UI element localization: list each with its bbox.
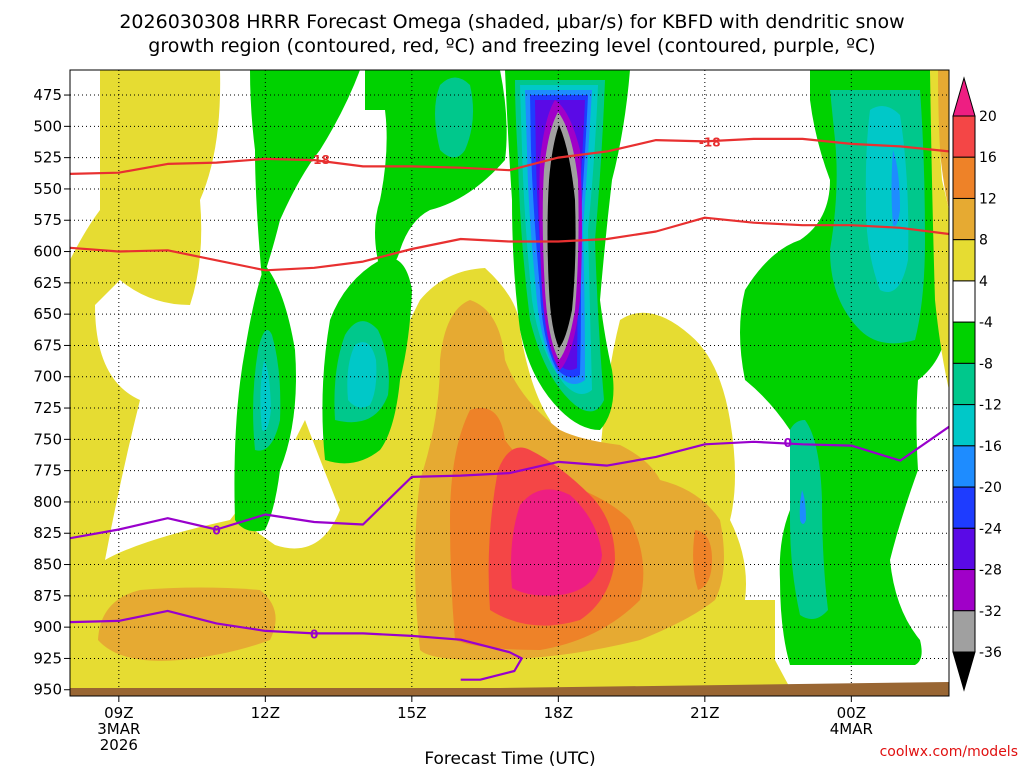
colorbar-bin — [952, 404, 976, 447]
x-tick-label: 18Z — [544, 704, 573, 722]
credit-text: coolwx.com/models — [880, 744, 1018, 760]
y-tick-label: 650 — [33, 305, 62, 323]
omega-fill-neg-12-a — [260, 360, 271, 431]
colorbar-label: 8 — [979, 233, 988, 249]
x-tick-label: 00Z — [837, 704, 866, 722]
x-tick-label: 4MAR — [830, 720, 873, 738]
contour-line — [70, 425, 949, 540]
omega-fill-neg-12-east — [865, 106, 909, 292]
colorbar-bin — [952, 321, 976, 364]
y-tick-label: 500 — [33, 117, 62, 135]
contour-labels: -18 -18 0 0 0 — [212, 135, 792, 641]
y-tick-label: 725 — [33, 399, 62, 417]
y-tick-label: 625 — [33, 274, 62, 292]
contour-label: 0 — [784, 436, 792, 450]
y-tick-label: 700 — [33, 368, 62, 386]
colorbar-bin — [952, 280, 976, 323]
omega-fill-pos-20 — [511, 489, 602, 596]
omega-fill-neg-16-east — [891, 150, 900, 226]
y-tick-label: 825 — [33, 524, 62, 542]
colorbar-label: -36 — [979, 645, 1002, 661]
colorbar-bin — [952, 651, 976, 692]
y-tick-label: 875 — [33, 587, 62, 605]
contour-label: -18 — [699, 135, 721, 149]
x-tick-label: 12Z — [251, 704, 280, 722]
y-tick-label: 950 — [33, 681, 62, 699]
omega-fill-neg-16-east2 — [799, 490, 806, 524]
omega-fill-pos-8-west — [98, 587, 276, 661]
colorbar-label: 4 — [979, 274, 988, 290]
y-tick-label: 900 — [33, 618, 62, 636]
contour-line — [70, 609, 523, 681]
x-tick-label: 3MAR — [97, 720, 140, 738]
omega-fill-edge-right — [938, 70, 949, 210]
colorbar-bin — [952, 156, 976, 199]
colorbar-bin — [952, 445, 976, 488]
contour-label: 0 — [212, 523, 220, 537]
y-axis: 475 500 525 550 575 600 625 650 675 700 725 750 775 8… — [33, 86, 70, 699]
contour-label: 0 — [310, 627, 318, 641]
x-tick-label: 09Z — [104, 704, 133, 722]
plot-frame — [69, 69, 950, 697]
chart-title-line2: growth region (contoured, red, ºC) and f… — [148, 35, 875, 57]
omega-fill-neg-8-c — [435, 77, 474, 158]
colorbar-label: 16 — [979, 150, 997, 166]
colorbar-label: -8 — [979, 356, 993, 372]
x-tick-label: 21Z — [690, 704, 719, 722]
x-tick-label: 2026 — [100, 736, 138, 754]
colorbar-label: -4 — [979, 315, 993, 331]
y-tick-label: 675 — [33, 336, 62, 354]
colorbar-label: -32 — [979, 604, 1002, 620]
y-tick-label: 925 — [33, 649, 62, 667]
colorbar-bin — [952, 76, 976, 117]
omega-fill-neg-8-east2 — [790, 420, 828, 619]
contour-line — [70, 216, 949, 272]
colorbar-bin — [952, 197, 976, 241]
colorbar-bin — [952, 362, 976, 406]
y-tick-label: 550 — [33, 180, 62, 198]
x-axis-title: Forecast Time (UTC) — [424, 749, 595, 768]
y-tick-label: 475 — [33, 86, 62, 104]
contour-line — [70, 137, 949, 175]
omega-fill-pos-12-east — [693, 530, 712, 590]
colorbar-bin — [952, 569, 976, 612]
colorbar-label: 12 — [979, 191, 997, 207]
y-tick-label: 575 — [33, 211, 62, 229]
colorbar-label: -24 — [979, 521, 1002, 537]
colorbar-label: 20 — [979, 109, 997, 125]
colorbar: 20 16 12 8 4 -4 -8 -12 -16 -20 -24 -28 -32 -36 — [952, 76, 1002, 692]
omega-fill-neg-12-b — [347, 342, 377, 408]
y-tick-label: 600 — [33, 243, 62, 261]
chart-title-line1: 2026030308 HRRR Forecast Omega (shaded, … — [119, 11, 904, 33]
y-tick-label: 775 — [33, 462, 62, 480]
y-tick-label: 750 — [33, 430, 62, 448]
plot-area: -18 -18 0 0 0 — [69, 69, 950, 697]
terrain-ground — [70, 682, 949, 696]
colorbar-label: -16 — [979, 439, 1002, 455]
omega-fill-neg-36-core — [547, 125, 576, 348]
y-tick-label: 525 — [33, 149, 62, 167]
colorbar-label: -20 — [979, 480, 1002, 496]
colorbar-bin — [952, 610, 976, 653]
colorbar-bin — [952, 115, 976, 158]
y-tick-label: 850 — [33, 556, 62, 574]
contour-lines — [70, 137, 949, 681]
y-tick-label: 800 — [33, 493, 62, 511]
colorbar-bin — [952, 239, 976, 282]
omega-fill-neg-4-a — [250, 70, 360, 280]
colorbar-bin — [952, 486, 976, 529]
colorbar-bin — [952, 527, 976, 571]
contour-label: -18 — [308, 153, 330, 167]
colorbar-label: -28 — [979, 563, 1002, 579]
colorbar-label: -12 — [979, 398, 1002, 414]
x-tick-label: 15Z — [397, 704, 426, 722]
omega-shading — [70, 70, 949, 696]
